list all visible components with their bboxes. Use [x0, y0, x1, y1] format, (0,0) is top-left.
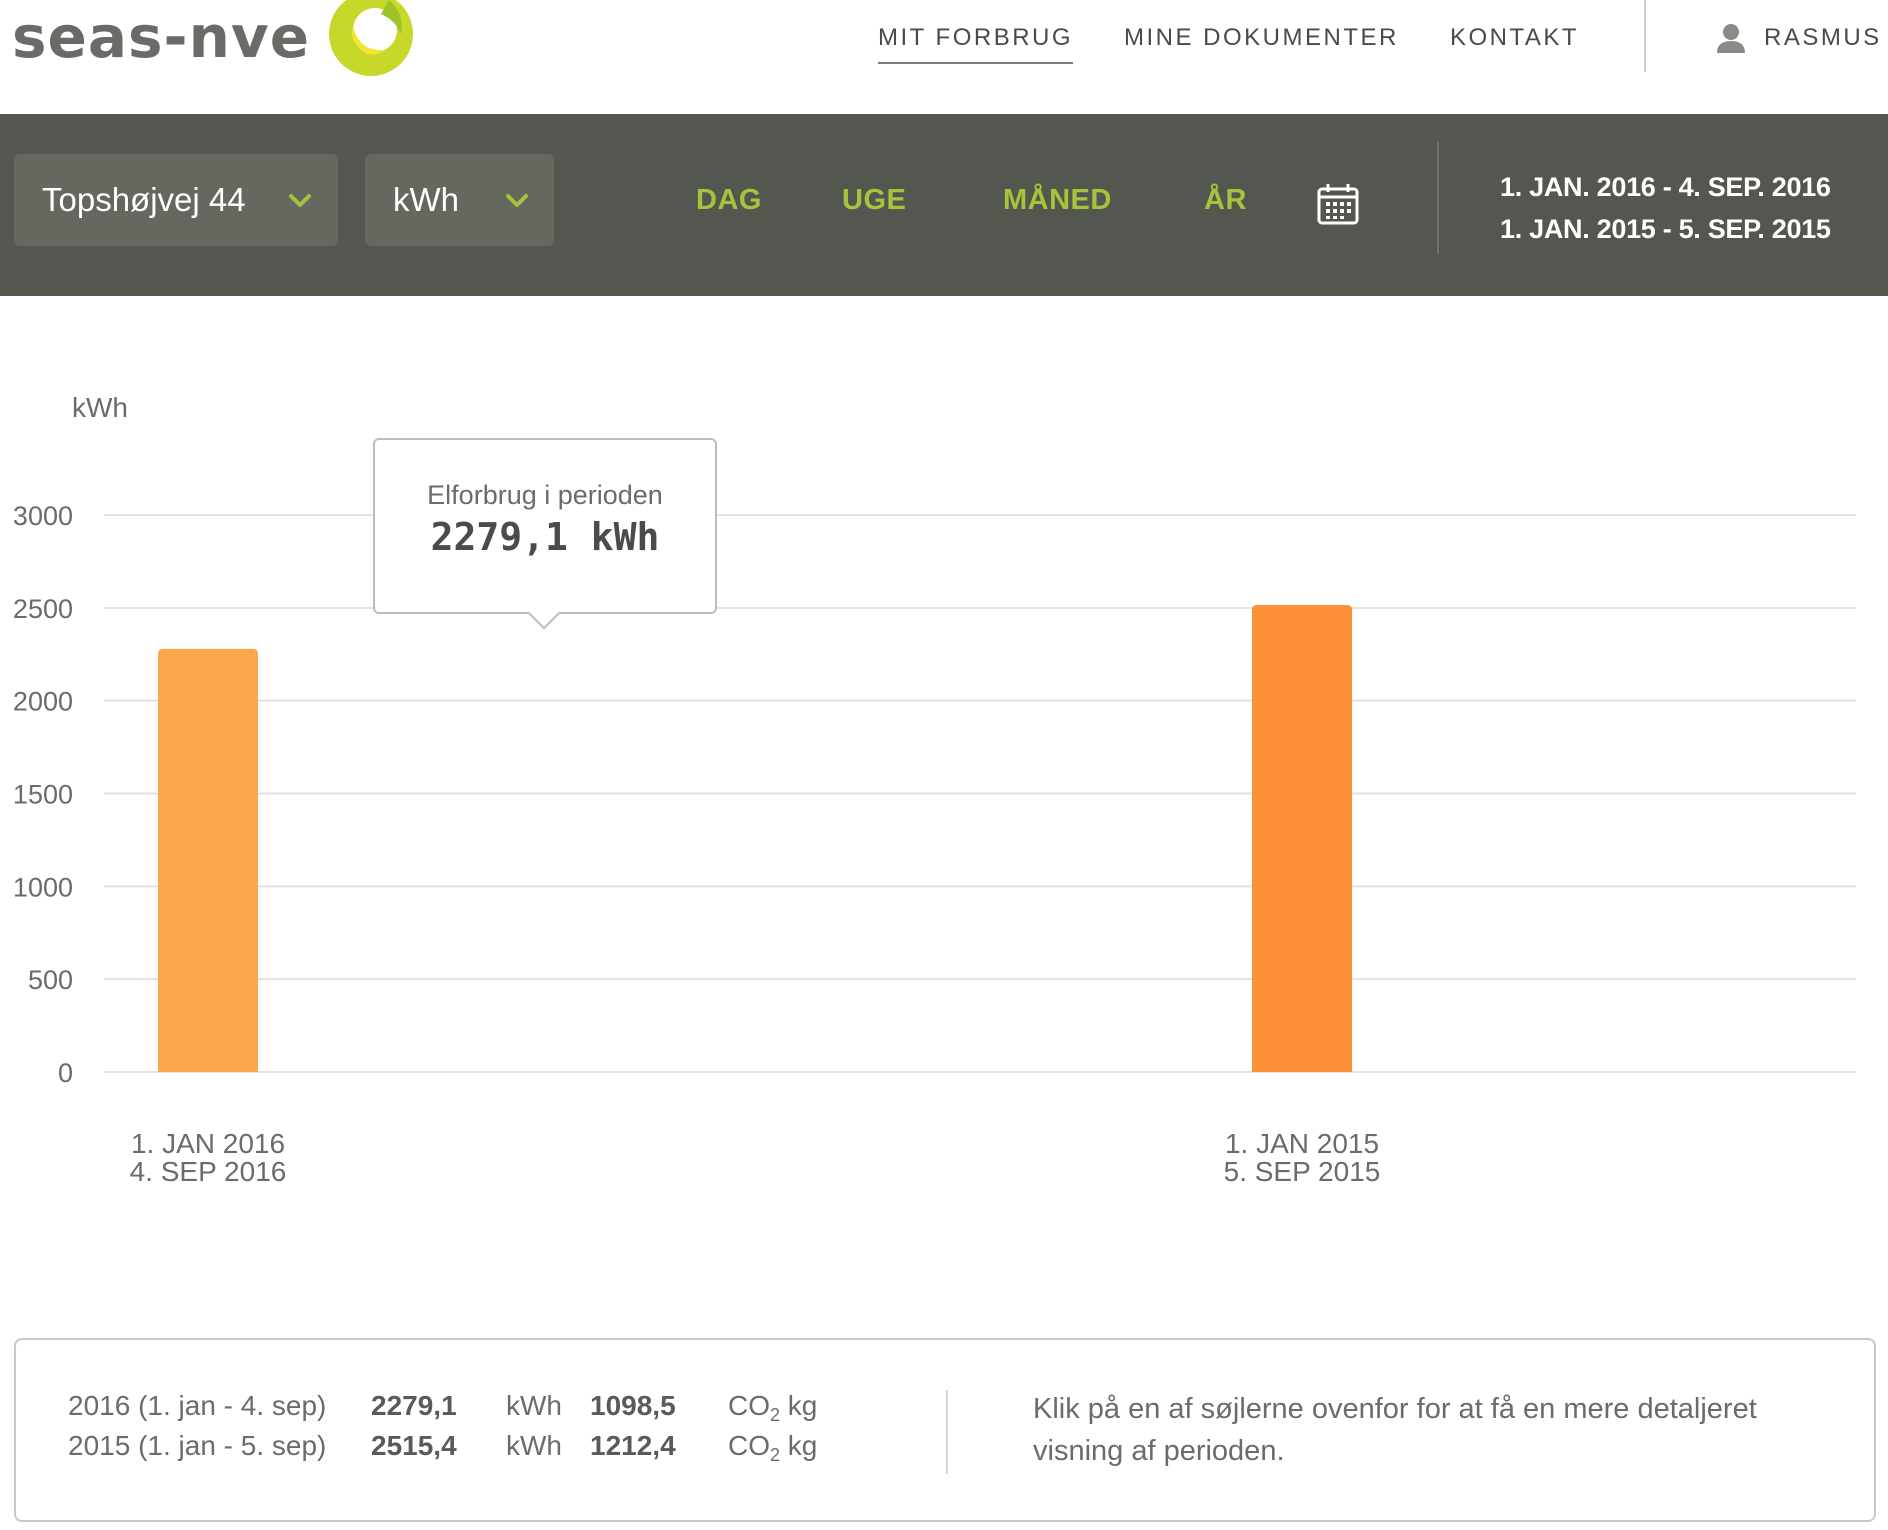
x-tick-label: 1. JAN 2016: [131, 1128, 285, 1159]
y-tick-label: 500: [28, 965, 73, 995]
y-tick-label: 0: [58, 1058, 73, 1088]
toolbar-divider: [1437, 142, 1439, 254]
brand-logo-text[interactable]: seas-nve: [12, 3, 311, 71]
nav-kontakt[interactable]: KONTAKT: [1450, 24, 1580, 51]
x-tick-label: 5. SEP 2015: [1224, 1156, 1381, 1187]
address-select-value: Topshøjvej 44: [42, 181, 246, 218]
summary-kwh-value: 2515,4: [371, 1430, 457, 1461]
nav-divider: [1644, 0, 1646, 72]
y-tick-label: 1500: [13, 780, 73, 810]
y-axis-label: kWh: [72, 392, 128, 423]
y-tick-label: 1000: [13, 872, 73, 902]
bar-chart-svg: kWh 0 500 1000 1500 2000 2500 3000 1. JAN 20164.…: [13, 392, 1856, 1187]
filter-toolbar: Topshøjvej 44 kWh DAG UGE MÅNED ÅR 1. JA…: [0, 114, 1888, 296]
summary-hint: Klik på en af søjlerne ovenfor for at få…: [1033, 1393, 1757, 1467]
chevron-down-icon: [506, 194, 528, 207]
summary-period: 2015 (1. jan - 5. sep): [68, 1430, 327, 1461]
consumption-chart: kWh 0 500 1000 1500 2000 2500 3000 1. JAN 2016 4.…: [0, 360, 1888, 1220]
unit-select[interactable]: kWh: [365, 154, 554, 246]
date-range-display: 1. JAN. 2016 - 4. SEP. 2016 1. JAN. 2015…: [1500, 166, 1831, 250]
chevron-down-icon: [289, 194, 311, 207]
summary-co2-unit: CO2 kg: [728, 1390, 818, 1425]
summary-kwh-unit: kWh: [506, 1430, 562, 1461]
top-navigation: seas-nve MIT FORBRUG MINE DOKUMENTER KON…: [0, 0, 1888, 114]
tooltip-value: 2279,1 kWh: [430, 515, 660, 559]
nav-mit-forbrug[interactable]: MIT FORBRUG: [878, 22, 1074, 64]
unit-select-value: kWh: [393, 181, 459, 218]
brand-logo-icon[interactable]: [325, 0, 417, 78]
date-range-previous: 1. JAN. 2015 - 5. SEP. 2015: [1500, 214, 1831, 244]
calendar-icon[interactable]: [1316, 182, 1360, 226]
summary-period: 2016 (1. jan - 4. sep): [68, 1390, 327, 1421]
x-tick-label: 4. SEP 2016: [130, 1156, 287, 1187]
summary-kwh-value: 2279,1: [371, 1390, 457, 1421]
summary-kwh-unit: kWh: [506, 1390, 562, 1421]
bar-1[interactable]: [1252, 604, 1352, 1072]
period-ar[interactable]: ÅR: [1204, 184, 1247, 216]
summary-co2-value: 1212,4: [590, 1430, 676, 1461]
address-select[interactable]: Topshøjvej 44: [14, 154, 338, 246]
date-range-current: 1. JAN. 2016 - 4. SEP. 2016: [1500, 172, 1831, 202]
period-dag[interactable]: DAG: [696, 184, 762, 216]
y-tick-label: 3000: [13, 501, 73, 531]
user-name: RASMUS: [1764, 24, 1882, 51]
x-tick-label: 1. JAN 2015: [1225, 1128, 1379, 1159]
summary-co2-value: 1098,5: [590, 1390, 676, 1421]
period-uge[interactable]: UGE: [842, 184, 907, 216]
user-icon: [1717, 24, 1745, 53]
y-tick-label: 2500: [13, 594, 73, 624]
summary-co2-unit: CO2 kg: [728, 1430, 818, 1465]
period-maned[interactable]: MÅNED: [1003, 184, 1112, 216]
user-menu[interactable]: RASMUS: [1716, 18, 1882, 58]
y-tick-label: 2000: [13, 687, 73, 717]
bar-0[interactable]: [158, 648, 258, 1072]
summary-divider: [946, 1390, 948, 1474]
tooltip-label: Elforbrug i perioden: [427, 480, 663, 510]
nav-mine-dokumenter[interactable]: MINE DOKUMENTER: [1124, 24, 1399, 51]
chart-tooltip: Elforbrug i perioden 2279,1 kWh: [373, 438, 717, 614]
summary-panel: 2016 (1. jan - 4. sep) 2279,1 kWh 1098,5…: [14, 1338, 1876, 1522]
